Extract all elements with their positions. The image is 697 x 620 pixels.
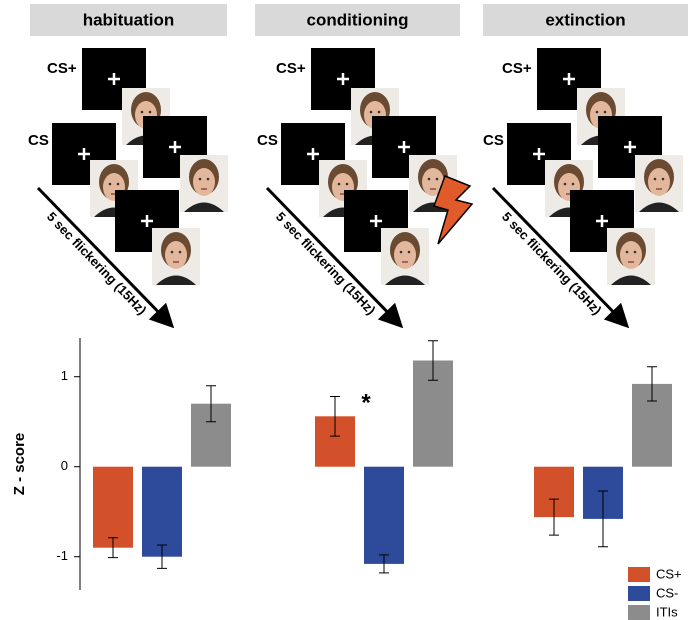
eye xyxy=(571,182,575,186)
time-arrow xyxy=(36,186,175,329)
eye xyxy=(653,177,657,181)
fixation-cross xyxy=(370,215,382,227)
error-bar xyxy=(330,396,340,437)
error-bar xyxy=(598,490,608,548)
shoulders xyxy=(385,275,425,285)
legend-swatch xyxy=(628,567,650,582)
error-bar xyxy=(549,498,559,536)
eye xyxy=(369,110,373,114)
panel-title: extinction xyxy=(545,10,625,29)
time-arrow xyxy=(491,186,630,329)
eye xyxy=(108,182,112,186)
error-bar xyxy=(428,340,438,381)
error-bar xyxy=(379,554,389,574)
fixation-cross xyxy=(337,73,349,85)
eye xyxy=(633,250,637,254)
error-bar xyxy=(108,537,118,559)
shoulders xyxy=(611,275,651,285)
eye xyxy=(563,182,567,186)
eye xyxy=(661,177,665,181)
cs-minus-label: CS - xyxy=(28,132,58,149)
error-bar xyxy=(647,366,657,402)
annotation: * xyxy=(361,389,371,416)
time-arrow xyxy=(265,186,404,329)
fixation-cross xyxy=(78,148,90,160)
eye xyxy=(435,177,439,181)
fixation-cross xyxy=(307,148,319,160)
fixation-cross xyxy=(169,141,181,153)
cs-plus-label: CS+ xyxy=(47,60,77,77)
eye xyxy=(377,110,381,114)
eye xyxy=(116,182,120,186)
fixation-cross xyxy=(141,215,153,227)
eye xyxy=(206,177,210,181)
legend-swatch xyxy=(628,586,650,601)
eye xyxy=(595,110,599,114)
eye xyxy=(198,177,202,181)
face xyxy=(165,241,187,269)
error-bar xyxy=(206,385,216,423)
shock-bolt xyxy=(433,175,474,245)
cs-plus-label: CS+ xyxy=(276,60,306,77)
bar xyxy=(364,466,404,564)
face xyxy=(394,241,416,269)
shoulders xyxy=(184,202,224,212)
y-tick-label: 1 xyxy=(61,368,68,383)
bar xyxy=(93,466,133,548)
legend-label: CS+ xyxy=(656,566,682,581)
eye xyxy=(399,250,403,254)
eye xyxy=(427,177,431,181)
y-axis-label: Z - score xyxy=(11,433,28,496)
panel-header xyxy=(255,4,460,36)
eye xyxy=(345,182,349,186)
bar xyxy=(142,466,182,557)
fixation-cross xyxy=(596,215,608,227)
cs-minus-label: CS - xyxy=(483,132,513,149)
y-tick-label: 0 xyxy=(61,458,68,473)
cs-plus-label: CS+ xyxy=(502,60,532,77)
shoulders xyxy=(639,202,679,212)
fixation-cross xyxy=(398,141,410,153)
error-bar xyxy=(157,544,167,569)
face xyxy=(620,241,642,269)
face xyxy=(193,168,215,196)
y-tick-label: -1 xyxy=(56,548,68,563)
eye xyxy=(140,110,144,114)
shoulders xyxy=(156,275,196,285)
fixation-cross xyxy=(533,148,545,160)
face xyxy=(422,168,444,196)
eye xyxy=(337,182,341,186)
eye xyxy=(603,110,607,114)
panel-header xyxy=(483,4,688,36)
panel-title: habituation xyxy=(83,10,175,29)
legend-swatch xyxy=(628,605,650,620)
face xyxy=(648,168,670,196)
panel-title: conditioning xyxy=(307,10,409,29)
eye xyxy=(407,250,411,254)
panel-header xyxy=(30,4,227,36)
fixation-cross xyxy=(108,73,120,85)
eye xyxy=(178,250,182,254)
eye xyxy=(148,110,152,114)
fixation-cross xyxy=(563,73,575,85)
eye xyxy=(625,250,629,254)
cs-minus-label: CS - xyxy=(257,132,287,149)
legend-label: ITIs xyxy=(656,604,678,619)
legend-label: CS- xyxy=(656,585,678,600)
fixation-cross xyxy=(624,141,636,153)
eye xyxy=(170,250,174,254)
